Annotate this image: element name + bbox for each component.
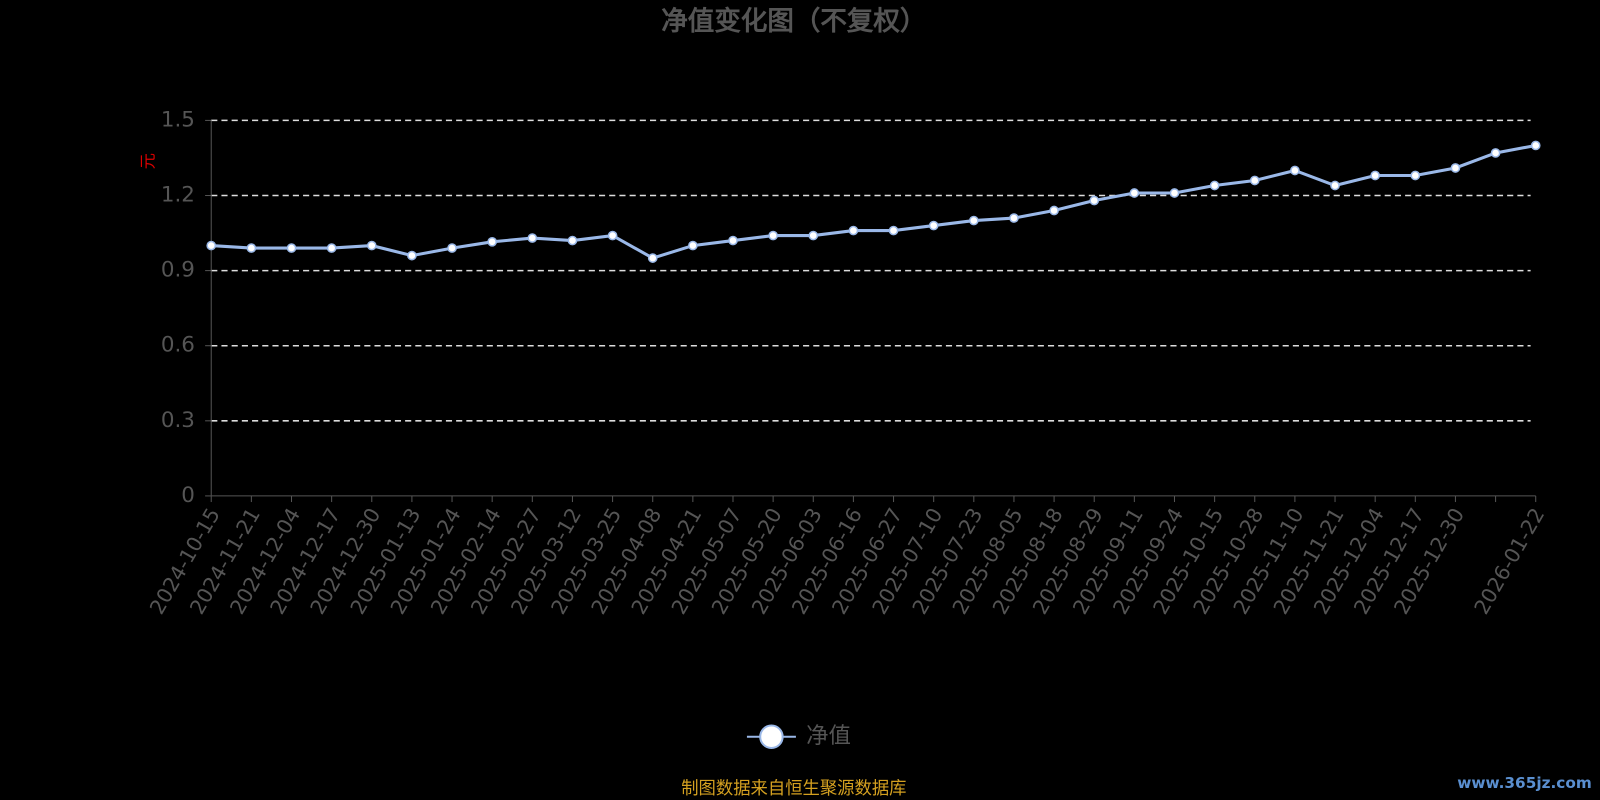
- data-point: [1490, 148, 1501, 158]
- data-point: [808, 230, 819, 241]
- y-tick-label: 0: [181, 483, 195, 508]
- data-point: [1249, 175, 1260, 186]
- data-point: [888, 225, 899, 236]
- data-point: [206, 240, 217, 251]
- footer: 制图数据来自恒生聚源数据库: [681, 779, 906, 799]
- data-point: [1009, 213, 1019, 223]
- data-point: [1169, 188, 1180, 198]
- data-point: [1290, 165, 1300, 176]
- data-point: [607, 230, 618, 241]
- data-point: [1330, 180, 1340, 191]
- data-point: [1089, 195, 1100, 206]
- y-axis-label: 元: [138, 153, 157, 169]
- y-tick-label: 1.5: [161, 107, 195, 132]
- y-tick-label: 1.2: [161, 183, 195, 208]
- data-point: [928, 220, 939, 231]
- data-point: [366, 240, 377, 251]
- data-point: [688, 240, 698, 251]
- watermark: www.365jz.com: [1457, 774, 1592, 792]
- data-point: [567, 235, 578, 246]
- data-point: [1129, 188, 1140, 198]
- legend-marker: [759, 724, 784, 749]
- data-point: [1530, 140, 1541, 151]
- series-line: [211, 143, 1536, 260]
- y-tick-label: 0.9: [161, 258, 195, 283]
- data-point: [728, 235, 738, 246]
- data-point: [1049, 205, 1059, 216]
- data-point: [487, 236, 498, 247]
- chart-title: 净值变化图（不复权）: [661, 6, 926, 37]
- data-point: [326, 243, 337, 253]
- data-point: [407, 250, 417, 261]
- data-point: [968, 215, 979, 226]
- y-tick-label: 0.3: [161, 408, 195, 433]
- data-point: [1370, 170, 1381, 181]
- data-point: [447, 243, 457, 253]
- data-point: [1450, 163, 1461, 173]
- data-point: [768, 230, 778, 241]
- data-point: [647, 253, 658, 263]
- legend-label: 净值: [806, 723, 851, 749]
- data-point: [246, 243, 257, 253]
- data-point: [527, 233, 538, 243]
- data-point: [848, 225, 859, 236]
- data-point: [1410, 170, 1421, 181]
- y-tick-label: 0.6: [161, 333, 195, 358]
- data-point: [286, 243, 297, 253]
- data-point: [1209, 180, 1220, 191]
